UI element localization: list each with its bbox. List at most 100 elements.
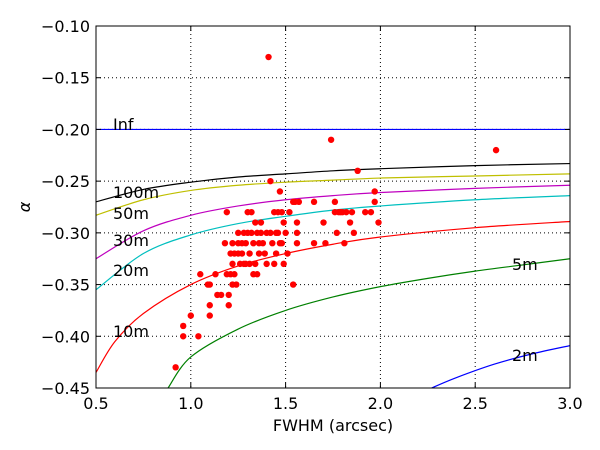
data-point [293,229,301,237]
data-point [233,281,240,288]
curve-100m [96,162,570,203]
data-point [253,271,261,278]
data-point [197,271,204,278]
x-tick-label: 1.5 [273,394,298,413]
curve-2m [431,345,570,388]
x-tick-label: 0.5 [83,394,108,413]
y-tick-label: −0.25 [41,172,90,191]
curve-10m [96,220,570,373]
data-point [280,219,287,226]
data-point [246,250,253,257]
data-point [492,146,500,154]
curve-label-100m: 100m [113,183,159,202]
y-tick-label: −0.20 [41,120,90,139]
data-point [320,219,327,226]
curve-50m [96,173,570,216]
data-point [265,53,272,61]
data-point [187,312,194,319]
data-point [261,250,268,257]
data-point [271,260,278,268]
y-axis-label: α [15,201,34,212]
data-point [259,240,267,247]
curve-label-30m: 30m [113,231,149,250]
curve-labels: Inf 100m 50m 30m 20m 10m 5m 2m [113,115,538,365]
plot-frame [95,25,571,389]
data-point [225,302,232,309]
data-point [195,333,202,340]
data-point [278,240,286,247]
data-point [231,271,238,278]
y-tick-label: −0.15 [41,69,90,88]
curve-label-50m: 50m [113,204,149,223]
data-point [293,219,301,226]
data-point [284,250,291,257]
curve-20m [96,195,570,291]
axis-ticks: 0.5 1.0 1.5 2.0 2.5 3.0 −0.10 −0.15 −0.20 −0.25 −0… [41,17,583,413]
data-point [223,208,231,216]
data-point [257,219,265,226]
curve-label-2m: 2m [512,346,538,365]
data-point [180,322,187,330]
data-point [248,229,255,237]
data-point [375,219,382,226]
data-point [331,198,339,206]
data-point [238,250,246,257]
x-axis-label: FWHM (arcsec) [273,416,393,435]
curve-5m [167,258,570,388]
x-tick-label: 2.5 [462,394,487,413]
data-point [278,208,286,216]
data-point [348,208,356,216]
data-point [172,364,179,371]
data-point [267,229,274,237]
data-point [242,240,249,247]
data-point [217,291,225,299]
x-tick-label: 3.0 [557,394,582,413]
data-point [252,260,259,268]
y-tick-label: −0.45 [41,379,90,398]
data-point [272,250,280,257]
y-tick-label: −0.30 [41,224,90,243]
data-point [289,281,297,288]
data-point [295,198,303,206]
data-point [367,208,375,216]
data-point [250,240,257,247]
data-point [263,260,270,268]
data-point [371,198,378,206]
data-point [371,188,378,195]
data-point [362,208,369,216]
data-point [282,229,289,237]
data-point [235,229,242,237]
data-point [206,302,213,309]
data-point [257,229,265,237]
data-point [346,219,354,226]
data-point [229,240,236,247]
x-tick-label: 2.0 [368,394,393,413]
data-point [276,188,284,195]
data-point [248,208,255,216]
data-point [333,229,340,237]
data-point [221,240,229,247]
data-point [206,281,213,288]
y-tick-label: −0.40 [41,327,90,346]
data-point [310,240,318,247]
data-point [180,333,187,340]
data-point [343,208,350,216]
x-tick-label: 1.0 [178,394,203,413]
data-point [293,240,301,247]
data-point [310,198,318,206]
curve-30m [96,184,570,260]
data-point [354,167,361,174]
data-point [341,240,348,247]
data-point [225,291,232,299]
curve-label-10m: 10m [113,322,149,341]
data-point [269,240,276,247]
curve-label-20m: 20m [113,261,149,280]
data-point [252,219,259,226]
scatter-points [172,53,500,371]
curve-label-5m: 5m [512,255,538,274]
grid-lines [96,26,570,388]
data-point [280,260,287,268]
data-point [267,177,274,185]
curve-label-Inf: Inf [113,115,134,134]
